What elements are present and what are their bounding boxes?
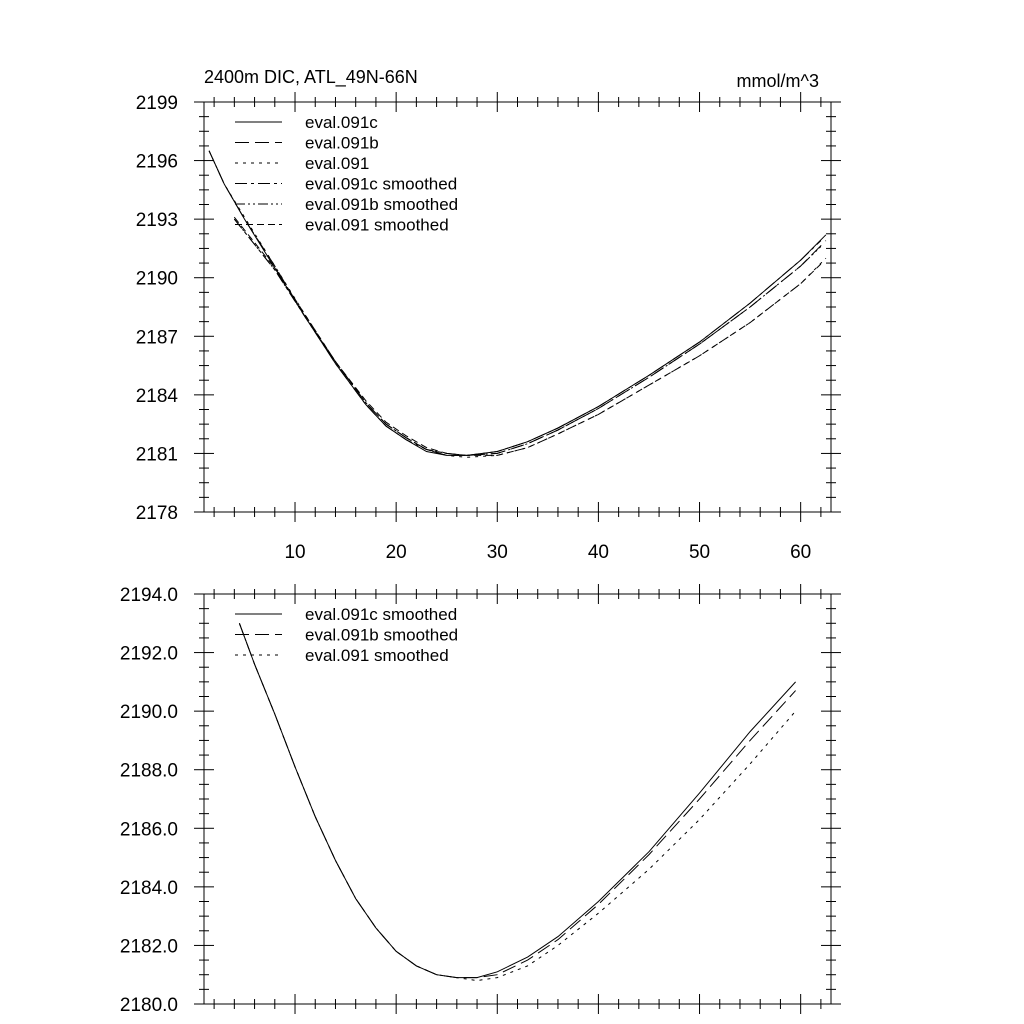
y-tick-label: 2192.0: [120, 644, 178, 665]
legend-label: eval.091b smoothed: [305, 195, 458, 214]
series-line-5: [233, 218, 822, 456]
y-tick-label: 2193: [136, 210, 178, 231]
y-tick-label: 2186.0: [120, 819, 178, 840]
legend-label: eval.091b smoothed: [305, 626, 458, 645]
y-tick-label: 2180.0: [120, 995, 178, 1016]
legend-label: eval.091 smoothed: [305, 646, 449, 665]
plot-frame: [203, 593, 832, 1005]
y-tick-label: 2182.0: [120, 936, 178, 957]
chart-title: 2400m DIC, ATL_49N-66N: [204, 67, 418, 88]
x-tick-label: 30: [487, 542, 508, 563]
y-tick-label: 2194.0: [120, 585, 178, 606]
legend-label: eval.091c: [305, 113, 378, 132]
series-line-2: [238, 623, 796, 979]
x-tick-label: 20: [386, 542, 407, 563]
legend-label: eval.091c smoothed: [305, 605, 457, 624]
series-line-2: [208, 150, 827, 456]
series-line-3: [208, 150, 827, 458]
x-tick-label: 40: [588, 542, 609, 563]
series-line-4: [233, 218, 822, 456]
y-tick-label: 2188.0: [120, 761, 178, 782]
y-tick-label: 2184.0: [120, 878, 178, 899]
y-tick-label: 2187: [136, 327, 178, 348]
y-tick-label: 2196: [136, 152, 178, 173]
series-line-6: [233, 216, 822, 456]
chart-units: mmol/m^3: [737, 71, 819, 91]
y-tick-label: 2199: [136, 93, 178, 114]
y-tick-label: 2190: [136, 269, 178, 290]
y-tick-label: 2184: [136, 386, 179, 407]
series-line-1: [208, 150, 827, 456]
y-tick-label: 2190.0: [120, 702, 178, 723]
x-tick-label: 10: [284, 542, 305, 563]
series-line-3: [238, 623, 796, 982]
bottom-chart-panel: 2180.0 2182.0 2184.0 2186.0 2188.0 2190.0 2192…: [120, 584, 841, 1016]
series-line-1: [238, 623, 796, 979]
x-tick-label: 50: [689, 542, 710, 563]
legend-label: eval.091 smoothed: [305, 216, 449, 235]
y-tick-label: 2181: [136, 444, 178, 465]
legend-label: eval.091c smoothed: [305, 175, 457, 194]
legend-label: eval.091b: [305, 134, 379, 153]
top-chart-panel: 10 20 30 40 50 60 2178 2181 2184 2187 2190 2193 2196…: [136, 67, 841, 563]
x-tick-label: 60: [790, 542, 811, 563]
legend-label: eval.091: [305, 154, 369, 173]
y-tick-label: 2178: [136, 503, 178, 524]
